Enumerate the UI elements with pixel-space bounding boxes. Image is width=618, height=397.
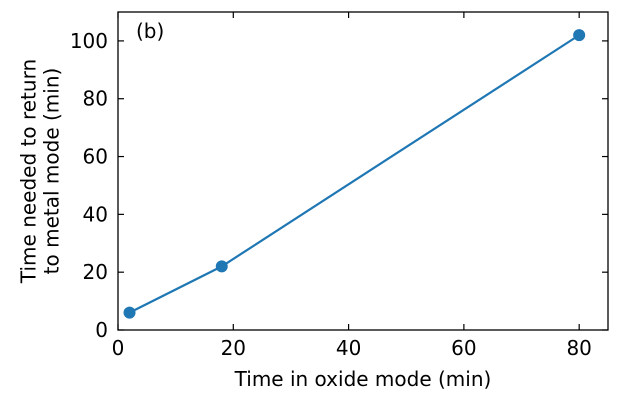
y-tick-label: 100 [70,29,108,53]
x-tick-label: 40 [336,336,361,360]
y-axis-label-line-1: Time needed to return [17,59,41,284]
y-tick-label: 60 [83,145,108,169]
y-tick-label: 20 [83,260,108,284]
series-line [129,34,580,314]
y-tick-label: 80 [83,87,108,111]
x-tick-label: 60 [451,336,476,360]
panel-label: (b) [136,19,164,43]
x-tick-label: 20 [221,336,246,360]
y-axis-label-line-2: to metal mode (min) [40,68,64,275]
x-tick-label: 80 [566,336,591,360]
series [123,29,586,319]
x-tick-label: 0 [112,336,125,360]
data-point [123,306,136,319]
data-point [573,29,586,42]
ticks: 0 20 40 60 80 0 20 40 60 80 100 [70,12,608,360]
x-axis-label: Time in oxide mode (min) [234,367,492,391]
y-tick-label: 40 [83,202,108,226]
plot-frame [117,11,609,331]
data-point [215,260,228,273]
y-tick-label: 0 [95,318,108,342]
